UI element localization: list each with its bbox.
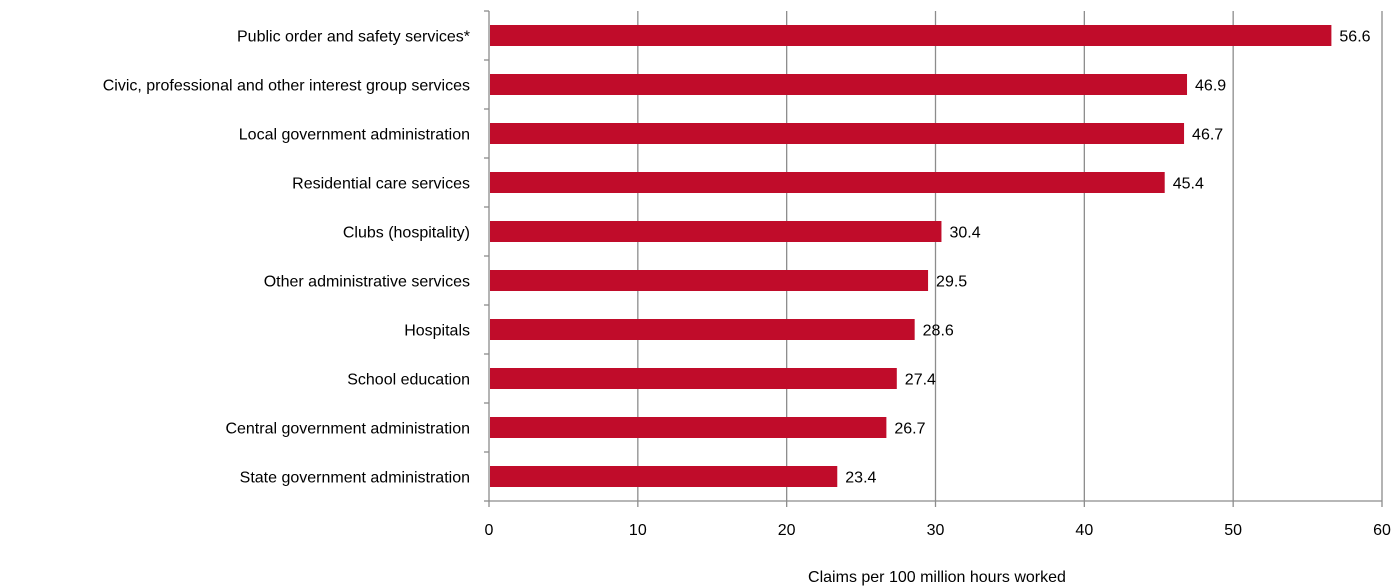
x-axis-title: Claims per 100 million hours worked (808, 569, 1066, 586)
data-labels: 56.6 46.9 46.7 45.4 30.4 29.5 28.6 27.4 26.7 23.4 (845, 29, 1370, 487)
category-labels: Public order and safety services* Civic, … (103, 29, 470, 487)
category-label: State government administration (240, 470, 470, 487)
data-label: 29.5 (936, 274, 967, 291)
data-label: 27.4 (905, 372, 936, 389)
data-label: 45.4 (1173, 176, 1204, 193)
data-label: 26.7 (894, 421, 925, 438)
x-tick-label: 60 (1373, 522, 1391, 539)
category-label: Other administrative services (264, 274, 470, 291)
x-tick-label: 20 (778, 522, 796, 539)
category-label: Central government administration (225, 421, 470, 438)
category-label: Clubs (hospitality) (343, 225, 470, 242)
bar (490, 172, 1165, 193)
category-label: School education (347, 372, 470, 389)
category-label: Hospitals (404, 323, 470, 340)
x-tick-label: 40 (1075, 522, 1093, 539)
x-tick-label: 30 (927, 522, 945, 539)
category-label: Civic, professional and other interest g… (103, 78, 470, 95)
bar (490, 368, 897, 389)
data-label: 28.6 (923, 323, 954, 340)
category-label: Public order and safety services* (237, 29, 470, 46)
bar (490, 466, 838, 487)
data-label: 30.4 (949, 225, 980, 242)
x-tick-label: 50 (1224, 522, 1242, 539)
bar (490, 123, 1185, 144)
data-label: 56.6 (1339, 29, 1370, 46)
bar (490, 74, 1188, 95)
data-label: 46.9 (1195, 78, 1226, 95)
x-tick-label: 10 (629, 522, 647, 539)
bar (490, 270, 929, 291)
bars (490, 25, 1332, 487)
data-label: 46.7 (1192, 127, 1223, 144)
x-tick-labels: 0 10 20 30 40 50 60 (485, 522, 1391, 539)
bar (490, 221, 942, 242)
category-label: Local government administration (239, 127, 470, 144)
x-tick-label: 0 (485, 522, 494, 539)
data-label: 23.4 (845, 470, 876, 487)
axes (484, 10, 1383, 507)
bar (490, 319, 915, 340)
bar (490, 417, 887, 438)
category-label: Residential care services (292, 176, 470, 193)
bar (490, 25, 1332, 46)
